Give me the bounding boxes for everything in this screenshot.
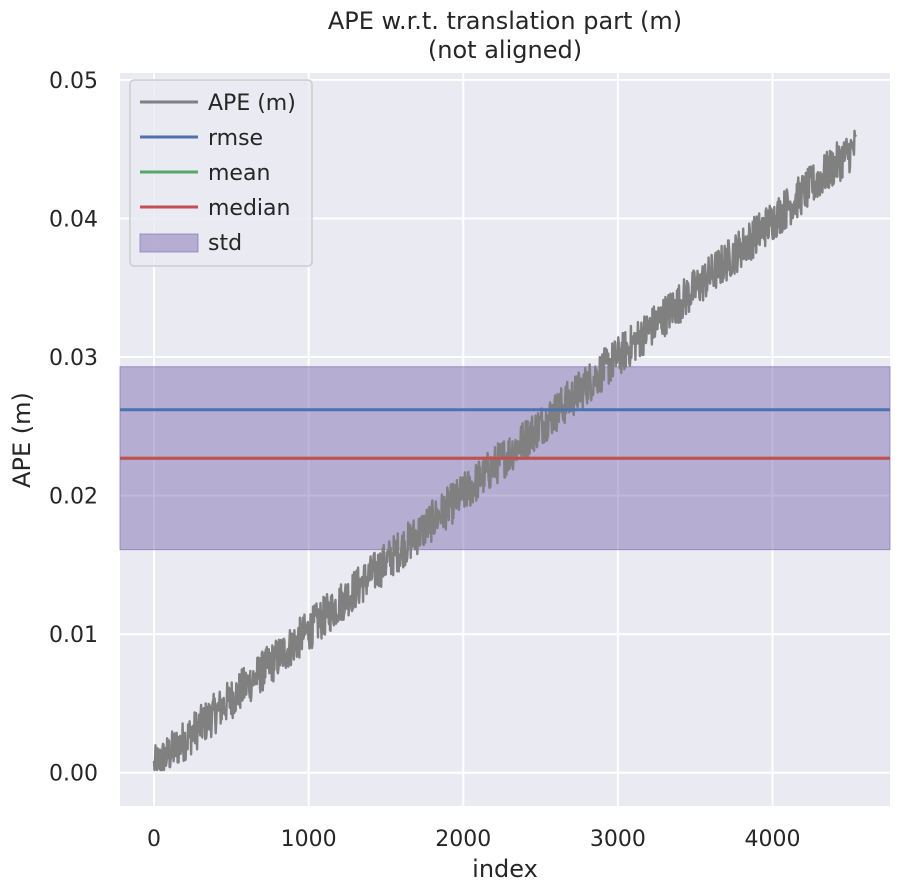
x-tick-label: 4000 (744, 827, 800, 852)
chart-title-line-1: APE w.r.t. translation part (m) (328, 7, 682, 35)
legend-frame (129, 79, 313, 267)
x-tick-label: 0 (147, 827, 161, 852)
legend-label-rmse: rmse (208, 126, 263, 151)
legend-swatch-std (139, 233, 199, 253)
ape-series-line (152, 129, 858, 772)
y-tick-label: 0.02 (49, 485, 98, 510)
y-tick-label: 0.00 (49, 762, 98, 787)
y-tick-label: 0.03 (49, 346, 98, 371)
x-axis-ticks: 0 1000 2000 3000 4000 (147, 827, 800, 852)
x-tick-label: 2000 (435, 827, 491, 852)
y-tick-label: 0.01 (49, 623, 98, 648)
series-line-layer (152, 129, 858, 772)
chart-title-line-2: (not aligned) (428, 36, 582, 64)
statistic-line-layer (120, 408, 890, 460)
legend-label-median: median (208, 196, 290, 221)
legend-label-APE (m): APE (m) (208, 91, 296, 116)
y-axis-ticks: 0.00 0.01 0.02 0.03 0.04 0.05 (49, 69, 98, 787)
y-tick-label: 0.04 (49, 207, 98, 232)
y-tick-label: 0.05 (49, 69, 98, 94)
x-tick-label: 3000 (590, 827, 646, 852)
y-axis-label: APE (m) (8, 392, 36, 488)
legend-label-mean: mean (208, 161, 270, 186)
legend-label-std: std (208, 231, 242, 256)
legend: APE (m) rmse mean median std (129, 79, 313, 267)
x-tick-label: 1000 (281, 827, 337, 852)
x-axis-label: index (472, 855, 538, 883)
